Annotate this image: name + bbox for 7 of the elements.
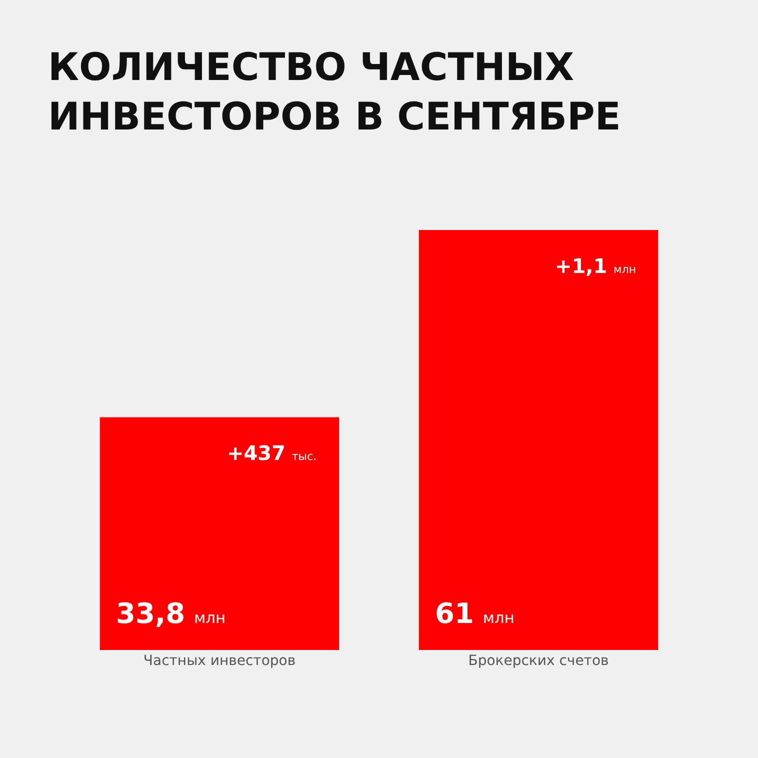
x-tick-label: Частных инвесторов	[143, 653, 296, 669]
data-label: 33,8 млн	[116, 597, 226, 630]
data-label: 61 млн	[435, 597, 514, 630]
annotation: +437 тыс.	[227, 441, 317, 465]
annotation: +1,1 млн	[555, 254, 636, 278]
chart-title: КОЛИЧЕСТВО ЧАСТНЫХ ИНВЕСТОРОВ В СЕНТЯБРЕ	[48, 45, 621, 138]
x-tick-label: Брокерских счетов	[468, 653, 609, 669]
